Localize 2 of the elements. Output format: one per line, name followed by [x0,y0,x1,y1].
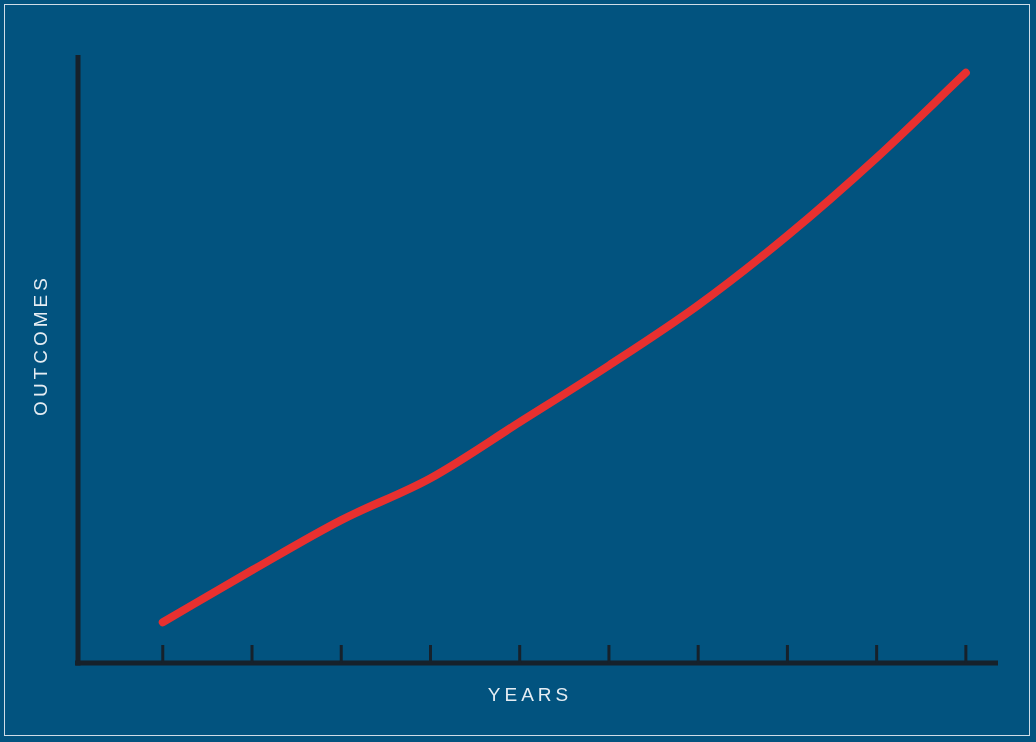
y-axis-title: OUTCOMES [30,274,52,416]
x-axis-title: YEARS [487,684,573,706]
